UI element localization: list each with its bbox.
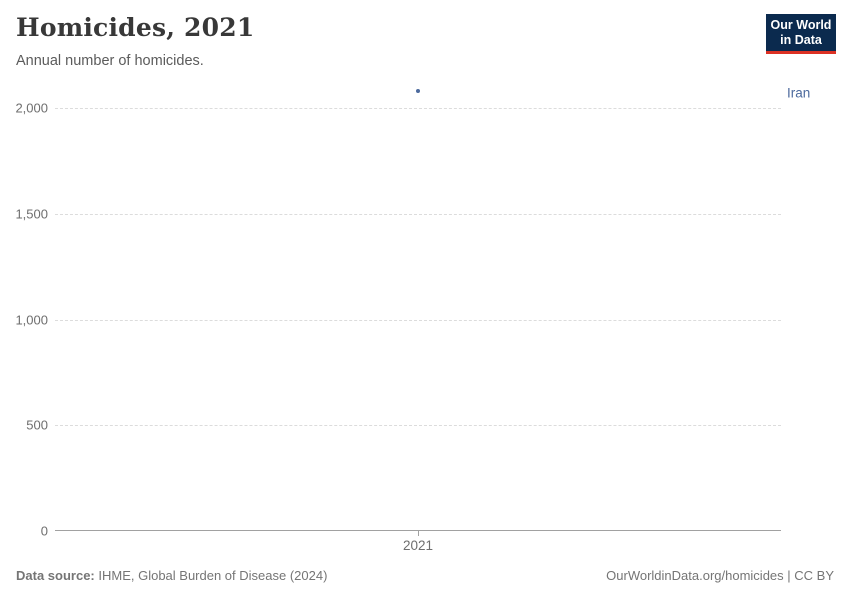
chart-footer: Data source: IHME, Global Burden of Dise…: [16, 568, 834, 583]
y-tick-label-2000: 2,000: [15, 100, 48, 116]
plot-area: [55, 108, 781, 531]
gridline-y-500: [55, 425, 781, 427]
chart-title: Homicides, 2021: [16, 13, 255, 42]
gridline-y-2000: [55, 108, 781, 109]
gridline-y-1000: [55, 319, 781, 321]
x-tick-label: 2021: [402, 538, 434, 553]
y-tick-label-1500: 1,500: [15, 206, 48, 222]
chart-subtitle: Annual number of homicides.: [16, 53, 204, 69]
gridline-y-1500: [55, 213, 781, 215]
entity-label-iran[interactable]: Iran: [787, 85, 811, 101]
data-source-value: IHME, Global Burden of Disease (2024): [94, 568, 328, 583]
license-link[interactable]: OurWorldinData.org/homicides | CC BY: [606, 568, 834, 583]
y-tick-label-1000: 1,000: [15, 312, 48, 327]
owid-logo-line1: Our World: [770, 18, 832, 32]
y-tick-label-500: 500: [26, 417, 48, 433]
owid-logo-line2: in Data: [780, 33, 822, 47]
owid-logo: Our World in Data: [766, 14, 836, 54]
y-tick-label-0: 0: [40, 523, 48, 539]
data-source-label: Data source:: [16, 568, 95, 583]
x-axis-line: [55, 530, 781, 531]
x-tick-mark: [418, 531, 419, 536]
data-point-iran[interactable]: [416, 89, 420, 94]
data-source-note: Data source: IHME, Global Burden of Dise…: [16, 568, 327, 583]
